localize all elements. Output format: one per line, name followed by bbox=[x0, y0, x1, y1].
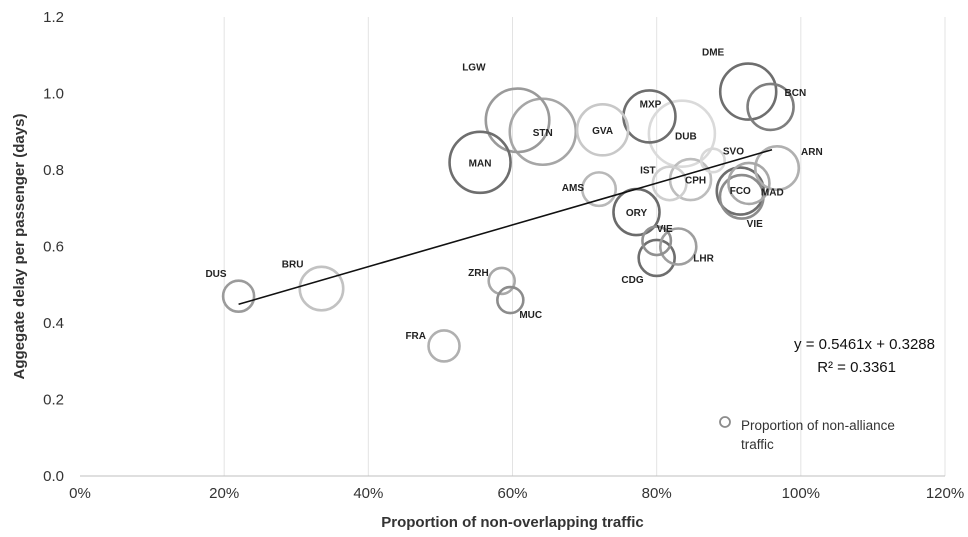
bubble-label-ory: ORY bbox=[626, 208, 648, 219]
trendline-equation: y = 0.5461x + 0.3288 bbox=[794, 336, 935, 353]
bubble-stn bbox=[508, 97, 578, 167]
bubble-label-arn: ARN bbox=[801, 147, 823, 158]
bubble-label-mxp: MXP bbox=[640, 99, 662, 110]
x-tick-label: 100% bbox=[782, 485, 820, 502]
bubble-bru bbox=[298, 265, 345, 312]
bubble-man bbox=[448, 130, 512, 195]
bubble-labels: DUS BRU FRA ZRH MUC MAN LGW STN GVA AMS MXP DUB ORY I… bbox=[205, 48, 822, 342]
bubble-label-bru: BRU bbox=[282, 260, 304, 271]
bubble-muc bbox=[496, 285, 525, 315]
bubble-bcn bbox=[746, 82, 795, 132]
bubble-vie bbox=[641, 225, 673, 257]
x-tick-label: 60% bbox=[497, 485, 527, 502]
y-tick-label: 0.2 bbox=[43, 392, 64, 409]
bubble-dub bbox=[647, 99, 717, 168]
bubble-fra bbox=[427, 329, 461, 363]
bubbles bbox=[221, 62, 801, 363]
legend: Proportion of non-alliance traffic bbox=[719, 416, 895, 452]
trendline bbox=[238, 148, 773, 306]
bubble-ist bbox=[651, 165, 688, 202]
bubble-label-bcn: BCN bbox=[785, 88, 807, 99]
bubble-label-vie: VIE bbox=[747, 219, 763, 230]
x-tick-label: 80% bbox=[642, 485, 672, 502]
y-axis-ticks: 0.0 0.2 0.4 0.6 0.8 1.0 1.2 bbox=[43, 9, 64, 485]
y-axis-title: Aggegate delay per passenger (days) bbox=[11, 114, 28, 380]
x-axis-ticks: 0% 20% 40% 60% 80% 100% 120% bbox=[69, 485, 964, 502]
bubble-label-vie: VIE bbox=[657, 224, 673, 235]
bubble-lgw bbox=[484, 87, 551, 154]
y-tick-label: 0.0 bbox=[43, 468, 64, 485]
bubble-lhr bbox=[658, 227, 698, 266]
x-axis-title: Proportion of non-overlapping traffic bbox=[381, 514, 644, 531]
y-tick-label: 0.6 bbox=[43, 239, 64, 256]
bubble-zrh bbox=[487, 266, 516, 296]
bubble-label-mad: MAD bbox=[761, 187, 784, 198]
bubble-mad bbox=[727, 161, 771, 206]
bubble-label-man: MAN bbox=[469, 158, 492, 169]
bubble-label-ist: IST bbox=[640, 165, 656, 176]
x-tick-label: 20% bbox=[209, 485, 239, 502]
x-tick-label: 40% bbox=[353, 485, 383, 502]
bubble-label-ams: AMS bbox=[562, 183, 585, 194]
bubble-label-zrh: ZRH bbox=[468, 268, 489, 279]
bubble-label-fra: FRA bbox=[405, 331, 426, 342]
y-tick-label: 0.4 bbox=[43, 315, 64, 332]
bubble-label-gva: GVA bbox=[592, 126, 613, 137]
bubble-label-lgw: LGW bbox=[462, 62, 486, 73]
trendline-r-squared: R² = 0.3361 bbox=[817, 359, 896, 376]
y-tick-label: 0.8 bbox=[43, 162, 64, 179]
bubble-dus bbox=[221, 279, 256, 314]
bubble-svo bbox=[699, 147, 726, 174]
bubble-label-dub: DUB bbox=[675, 132, 697, 143]
bubble-gva bbox=[575, 103, 630, 157]
bubble-label-lhr: LHR bbox=[693, 254, 714, 265]
legend-label-line-1: Proportion of non-alliance bbox=[741, 418, 895, 433]
bubble-ams bbox=[580, 171, 618, 208]
bubble-label-muc: MUC bbox=[519, 310, 542, 321]
bubble-label-cph: CPH bbox=[685, 176, 706, 187]
bubble-cdg bbox=[637, 238, 676, 278]
x-tick-label: 120% bbox=[926, 485, 964, 502]
bubble-label-dme: DME bbox=[702, 48, 725, 59]
bubble-label-stn: STN bbox=[533, 128, 553, 139]
bubble-label-dus: DUS bbox=[205, 269, 226, 280]
y-tick-label: 1.0 bbox=[43, 86, 64, 103]
bubble-label-cdg: CDG bbox=[621, 275, 643, 286]
bubble-label-fco: FCO bbox=[730, 186, 751, 197]
bubble-label-svo: SVO bbox=[723, 146, 744, 157]
legend-label-line-2: traffic bbox=[741, 437, 774, 452]
legend-bubble-marker bbox=[719, 416, 731, 428]
y-tick-label: 1.2 bbox=[43, 9, 64, 26]
grid-lines bbox=[223, 17, 946, 476]
bubble-arn bbox=[753, 145, 801, 192]
bubble-dme bbox=[718, 62, 778, 121]
x-tick-label: 0% bbox=[69, 485, 91, 502]
